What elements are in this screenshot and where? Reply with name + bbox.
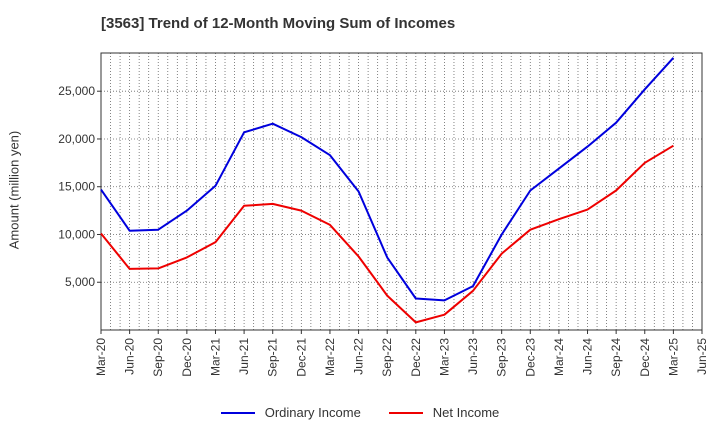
- x-tick-label: Mar-22: [323, 338, 337, 376]
- x-tick-label: Mar-25: [666, 338, 680, 376]
- legend-swatch-ordinary-income: [220, 411, 255, 414]
- series-line-ordinary-income: [100, 57, 675, 302]
- y-tick-label: 10,000: [58, 227, 95, 241]
- x-tick-label: Sep-24: [609, 338, 623, 377]
- x-tick-label: Dec-22: [409, 338, 423, 377]
- legend-item-ordinary-income: Ordinary Income: [220, 405, 361, 420]
- x-tick-label: Mar-21: [208, 338, 222, 376]
- x-tick-label: Dec-21: [294, 338, 308, 377]
- x-tick-label: Mar-23: [437, 338, 451, 376]
- legend-label-net-income: Net Income: [432, 405, 500, 420]
- legend-swatch-net-income: [388, 411, 423, 414]
- chart-title: [3563] Trend of 12-Month Moving Sum of I…: [101, 15, 456, 32]
- tick-labels: 5,000 10,000 15,000 20,000 25,000 Mar-20 Jun-2…: [58, 84, 709, 376]
- x-tick-label: Sep-22: [380, 338, 394, 377]
- y-tick-label: 15,000: [58, 180, 95, 194]
- x-tick-label: Jun-21: [237, 338, 251, 375]
- x-tick-label: Jun-25: [695, 338, 709, 375]
- grid-layer: [101, 53, 702, 330]
- axis-layer: [97, 52, 703, 334]
- x-tick-label: Dec-23: [523, 338, 537, 377]
- series-line-net-income: [100, 144, 674, 324]
- y-tick-label: 20,000: [58, 132, 95, 146]
- x-tick-label: Sep-21: [266, 338, 280, 377]
- legend: Ordinary Income Net Income: [0, 405, 720, 420]
- series-layer: [100, 57, 675, 324]
- x-tick-label: Mar-20: [94, 338, 108, 376]
- x-tick-label: Jun-24: [581, 338, 595, 375]
- y-tick-label: 5,000: [65, 275, 95, 289]
- x-tick-label: Mar-24: [552, 338, 566, 376]
- x-tick-label: Dec-24: [638, 338, 652, 377]
- x-tick-label: Jun-22: [352, 338, 366, 375]
- legend-item-net-income: Net Income: [388, 405, 500, 420]
- x-tick-label: Jun-23: [466, 338, 480, 375]
- legend-label-ordinary-income: Ordinary Income: [264, 405, 361, 420]
- x-tick-label: Sep-23: [495, 338, 509, 377]
- x-tick-label: Sep-20: [151, 338, 165, 377]
- x-tick-label: Jun-20: [123, 338, 137, 375]
- y-tick-label: 25,000: [58, 84, 95, 98]
- x-tick-label: Dec-20: [180, 338, 194, 377]
- plot-border: [100, 52, 703, 331]
